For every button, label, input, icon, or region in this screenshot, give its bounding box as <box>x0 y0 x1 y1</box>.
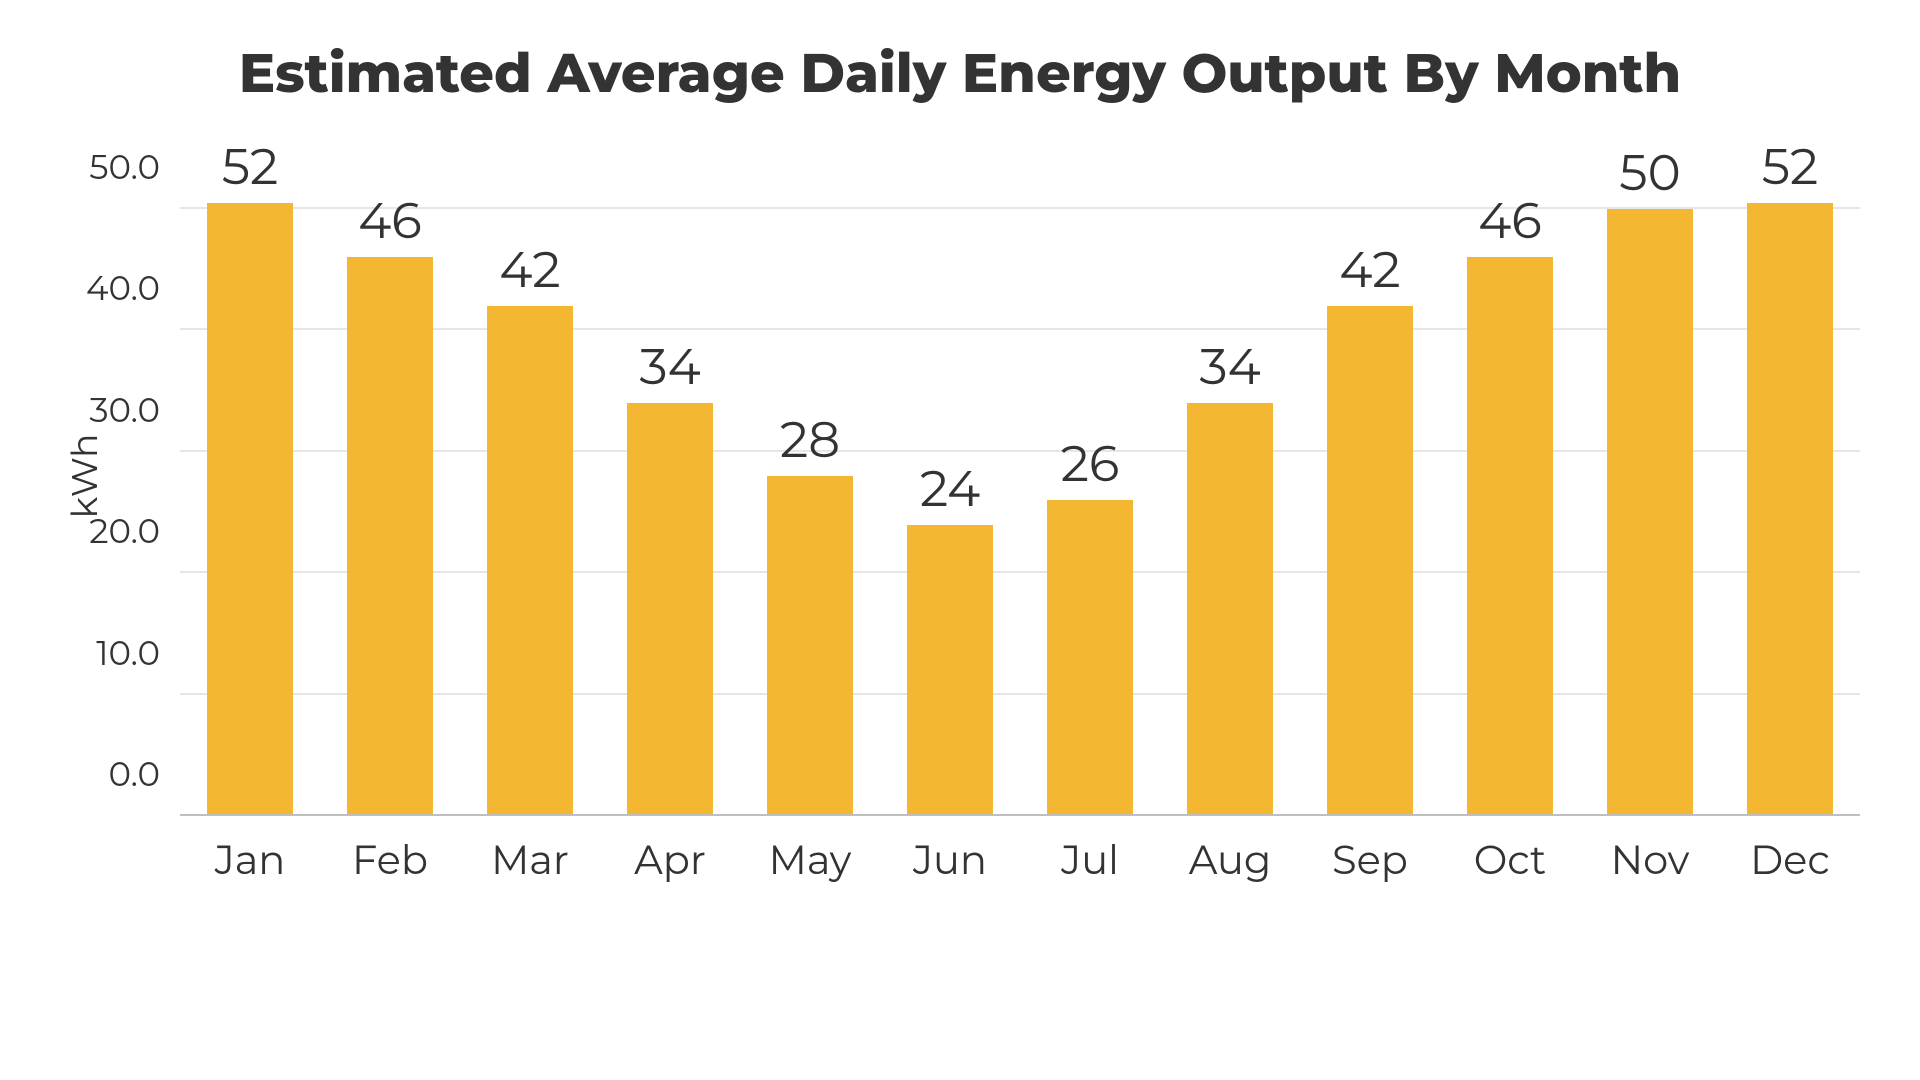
y-tick-label: 10.0 <box>96 632 160 674</box>
plot-area: kWh 0.010.020.030.040.050.0 524642342824… <box>180 136 1860 816</box>
bar-slot: 26 <box>1020 136 1160 816</box>
x-tick-label: Aug <box>1160 836 1300 885</box>
bar-value-label: 52 <box>1762 136 1818 197</box>
bar-slot: 46 <box>320 136 460 816</box>
x-tick-label: Jun <box>880 836 1020 885</box>
x-tick-label: Jul <box>1020 836 1160 885</box>
bar-value-label: 28 <box>780 409 840 470</box>
y-tick-label: 20.0 <box>89 510 160 552</box>
bar-value-label: 34 <box>1199 336 1260 397</box>
chart-title: Estimated Average Daily Energy Output By… <box>60 40 1860 106</box>
bar-value-label: 46 <box>358 190 422 251</box>
y-tick-label: 50.0 <box>89 146 160 188</box>
bar <box>627 403 714 816</box>
bar <box>907 525 994 816</box>
bar-slot: 52 <box>1720 136 1860 816</box>
bar-slot: 42 <box>460 136 600 816</box>
bar-slot: 50 <box>1580 136 1720 816</box>
bar-value-label: 42 <box>499 239 560 300</box>
bar-slot: 24 <box>880 136 1020 816</box>
bar-slot: 46 <box>1440 136 1580 816</box>
x-tick-label: Oct <box>1440 836 1580 885</box>
bar <box>1187 403 1274 816</box>
bar <box>1467 257 1554 816</box>
x-tick-label: Sep <box>1300 836 1440 885</box>
bar-value-label: 26 <box>1061 433 1120 494</box>
bar-value-label: 42 <box>1339 239 1400 300</box>
bar <box>767 476 854 816</box>
energy-output-chart: Estimated Average Daily Energy Output By… <box>0 0 1920 1080</box>
bar-value-label: 52 <box>222 136 278 197</box>
bar-slot: 28 <box>740 136 880 816</box>
bar <box>1747 203 1834 816</box>
x-tick-label: Dec <box>1720 836 1860 885</box>
x-tick-label: Apr <box>600 836 740 885</box>
bar <box>1047 500 1134 816</box>
bar-slot: 34 <box>1160 136 1300 816</box>
x-tick-label: Mar <box>460 836 600 885</box>
bar-slot: 52 <box>180 136 320 816</box>
y-axis-label: kWh <box>63 434 107 519</box>
bar <box>1327 306 1414 816</box>
bar <box>1607 209 1694 816</box>
y-tick-label: 30.0 <box>89 389 160 431</box>
bar <box>487 306 574 816</box>
bar-value-label: 34 <box>639 336 700 397</box>
bar-value-label: 46 <box>1478 190 1542 251</box>
bars-container: 52 46 42 34 28 24 26 34 42 46 50 52 <box>180 136 1860 816</box>
x-tick-label: Jan <box>180 836 320 885</box>
bar-value-label: 24 <box>920 458 980 519</box>
y-tick-label: 0.0 <box>109 753 160 795</box>
bar-slot: 42 <box>1300 136 1440 816</box>
x-axis: JanFebMarAprMayJunJulAugSepOctNovDec <box>180 836 1860 885</box>
x-tick-label: May <box>740 836 880 885</box>
x-axis-baseline <box>180 814 1860 816</box>
x-tick-label: Feb <box>320 836 460 885</box>
bar-value-label: 50 <box>1619 142 1680 203</box>
x-tick-label: Nov <box>1580 836 1720 885</box>
bar-slot: 34 <box>600 136 740 816</box>
bar <box>347 257 434 816</box>
y-tick-label: 40.0 <box>86 267 160 309</box>
bar <box>207 203 294 816</box>
